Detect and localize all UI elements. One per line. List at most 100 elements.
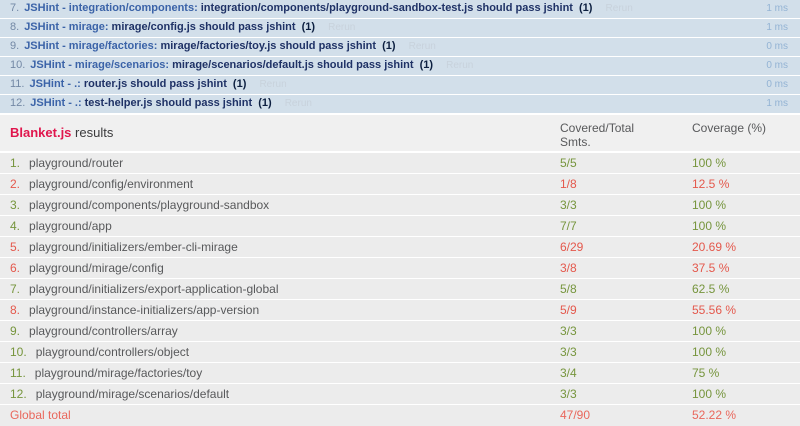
coverage-file-name: playground/initializers/export-applicati…: [29, 282, 279, 296]
test-number: 7.: [10, 2, 20, 14]
coverage-file-cell: 5. playground/initializers/ember-cli-mira…: [10, 237, 238, 257]
covered-total-value: 3/3: [560, 198, 577, 212]
test-module-name: JSHint - .:: [29, 78, 81, 90]
coverage-percent-value: 100 %: [692, 387, 727, 401]
coverage-row-number: 7.: [10, 282, 21, 296]
assertion-count: (1): [232, 78, 247, 90]
coverage-file-name: playground/controllers/object: [35, 345, 190, 359]
covered-total-value: 5/5: [560, 156, 577, 170]
covered-total-value: 5/9: [560, 303, 577, 317]
assertion-count: (1): [382, 40, 396, 52]
coverage-percent-value: 100 %: [692, 219, 727, 233]
coverage-file-cell: 10. playground/controllers/object: [10, 342, 189, 362]
covered-total-value: 7/7: [560, 219, 577, 233]
covered-total-value: 1/8: [560, 177, 577, 191]
coverage-file-name: playground/mirage/scenarios/default: [35, 387, 230, 401]
coverage-row: 4. playground/app 7/7 100 %: [0, 216, 800, 236]
coverage-file-name: playground/router: [29, 156, 124, 170]
rerun-link[interactable]: Rerun: [408, 41, 436, 52]
coverage-file-name: playground/app: [29, 219, 112, 233]
coverage-row: 1. playground/router 5/5 100 %: [0, 153, 800, 173]
coverage-row-number: 11.: [10, 366, 26, 380]
test-module-name: JSHint - mirage/scenarios:: [30, 59, 170, 71]
coverage-row: 7. playground/initializers/export-applica…: [0, 279, 800, 299]
coverage-file-name: playground/instance-initializers/app-ver…: [29, 303, 260, 317]
coverage-row: 10. playground/controllers/object 3/3 100…: [0, 342, 800, 362]
coverage-row: 6. playground/mirage/config 3/8 37.5 %: [0, 258, 800, 278]
test-name: test-helper.js should pass jshint: [84, 97, 253, 109]
assertion-count: (1): [258, 97, 272, 109]
coverage-row-number: 9.: [10, 324, 21, 338]
test-result-row: 8. JSHint - mirage: mirage/config.js shoul…: [0, 19, 800, 37]
test-name: mirage/factories/toy.js should pass jshi…: [160, 40, 377, 52]
test-number: 8.: [10, 21, 20, 33]
coverage-row-list: 1. playground/router 5/5 100 % 2. playgrou…: [0, 153, 800, 404]
blanket-coverage-report: Blanket.js results Covered/Total Smts. C…: [0, 115, 800, 426]
coverage-row: 3. playground/components/playground-sandb…: [0, 195, 800, 215]
test-module-name: JSHint - .:: [30, 97, 82, 109]
assertion-count: (1): [419, 59, 434, 71]
coverage-percent-value: 75 %: [692, 366, 720, 380]
coverage-file-name: playground/components/playground-sandbox: [29, 198, 270, 212]
blanket-brand: Blanket.js: [10, 125, 72, 140]
covered-total-value: 3/8: [560, 261, 577, 275]
coverage-file-name: playground/config/environment: [29, 177, 194, 191]
rerun-link[interactable]: Rerun: [328, 22, 356, 33]
coverage-percent-value: 100 %: [692, 156, 727, 170]
covered-total-value: 3/4: [560, 366, 577, 380]
covered-total-value: 3/3: [560, 387, 577, 401]
coverage-file-name: playground/mirage/factories/toy: [34, 366, 203, 380]
coverage-title-rest: results: [75, 125, 114, 140]
coverage-file-cell: 11. playground/mirage/factories/toy: [10, 363, 202, 383]
covered-total-value: 3/3: [560, 345, 577, 359]
coverage-row: 5. playground/initializers/ember-cli-mira…: [0, 237, 800, 257]
rerun-link[interactable]: Rerun: [284, 98, 312, 109]
test-name: mirage/scenarios/default.js should pass …: [172, 59, 414, 71]
coverage-file-name: playground/initializers/ember-cli-mirage: [29, 240, 238, 254]
coverage-row-number: 4.: [10, 219, 21, 233]
coverage-percent-value: 55.56 %: [692, 303, 737, 317]
coverage-file-cell: 7. playground/initializers/export-applica…: [10, 279, 279, 299]
covered-total-value: 6/29: [560, 240, 584, 254]
coverage-row-number: 6.: [10, 261, 21, 275]
coverage-file-cell: 9. playground/controllers/array: [10, 321, 178, 341]
coverage-percent-value: 100 %: [692, 324, 727, 338]
qunit-test-list: 7. JSHint - integration/components: integr…: [0, 0, 800, 113]
test-number: 12.: [10, 97, 26, 109]
coverage-row-number: 5.: [10, 240, 21, 254]
test-result-row: 7. JSHint - integration/components: integr…: [0, 0, 800, 18]
test-module-name: JSHint - integration/components:: [24, 2, 198, 14]
test-runtime: 1 ms: [766, 98, 788, 109]
test-module-name: JSHint - mirage:: [24, 21, 109, 33]
coverage-row: 12. playground/mirage/scenarios/default 3…: [0, 384, 800, 404]
coverage-file-cell: 6. playground/mirage/config: [10, 258, 164, 278]
coverage-row-number: 3.: [10, 198, 21, 212]
rerun-link[interactable]: Rerun: [605, 3, 633, 14]
coverage-row-number: 2.: [10, 177, 21, 191]
column-header-coverage-percent: Coverage (%): [692, 121, 767, 135]
coverage-file-cell: 3. playground/components/playground-sandb…: [10, 195, 269, 215]
coverage-file-cell: 1. playground/router: [10, 153, 123, 173]
coverage-title: Blanket.js results: [10, 125, 113, 140]
assertion-count: (1): [301, 21, 316, 33]
test-runtime: 1 ms: [766, 3, 788, 14]
coverage-row-number: 10.: [10, 345, 27, 359]
test-result-row: 12. JSHint - .: test-helper.js should pass…: [0, 95, 800, 113]
rerun-link[interactable]: Rerun: [446, 60, 474, 71]
covered-total-value: 5/8: [560, 282, 577, 296]
covered-total-value: 3/3: [560, 324, 577, 338]
coverage-file-name: playground/mirage/config: [29, 261, 164, 275]
global-total-label: Global total: [10, 408, 71, 422]
test-name: integration/components/playground-sandbo…: [200, 2, 573, 14]
coverage-row: 9. playground/controllers/array 3/3 100 %: [0, 321, 800, 341]
rerun-link[interactable]: Rerun: [259, 79, 287, 90]
test-number: 10.: [10, 59, 26, 71]
global-total-row: Global total 47/90 52.22 %: [0, 405, 800, 426]
coverage-percent-value: 20.69 %: [692, 240, 737, 254]
coverage-row-number: 8.: [10, 303, 21, 317]
test-result-row: 11. JSHint - .: router.js should pass jshi…: [0, 76, 800, 94]
coverage-row: 2. playground/config/environment 1/8 12.5…: [0, 174, 800, 194]
assertion-count: (1): [579, 2, 593, 14]
test-result-row: 10. JSHint - mirage/scenarios: mirage/scen…: [0, 57, 800, 75]
coverage-row: 11. playground/mirage/factories/toy 3/4 7…: [0, 363, 800, 383]
